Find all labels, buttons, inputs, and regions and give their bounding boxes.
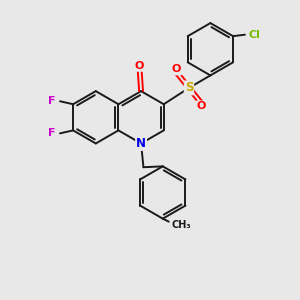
Text: O: O (172, 64, 181, 74)
Text: O: O (135, 61, 144, 71)
Text: Cl: Cl (249, 30, 261, 40)
Text: F: F (48, 128, 56, 138)
Text: CH₃: CH₃ (172, 220, 191, 230)
Text: S: S (185, 81, 193, 94)
Text: F: F (48, 96, 56, 106)
Text: O: O (197, 101, 206, 111)
Text: N: N (136, 137, 146, 150)
